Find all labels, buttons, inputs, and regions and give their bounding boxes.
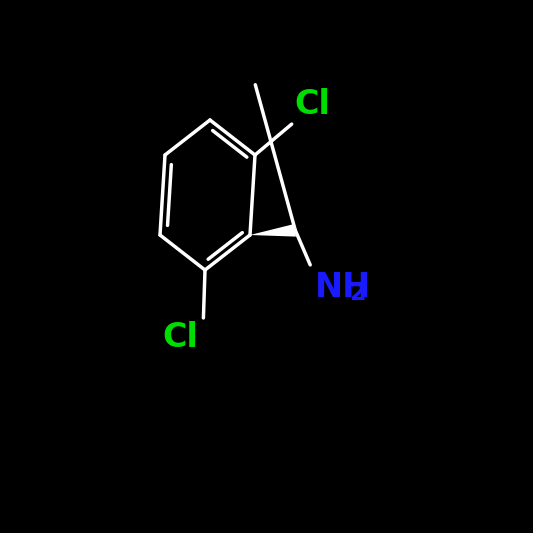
Text: Cl: Cl <box>162 321 198 353</box>
Text: 2: 2 <box>349 281 366 305</box>
Text: Cl: Cl <box>294 88 330 122</box>
Polygon shape <box>250 224 296 237</box>
Text: NH: NH <box>314 271 370 304</box>
